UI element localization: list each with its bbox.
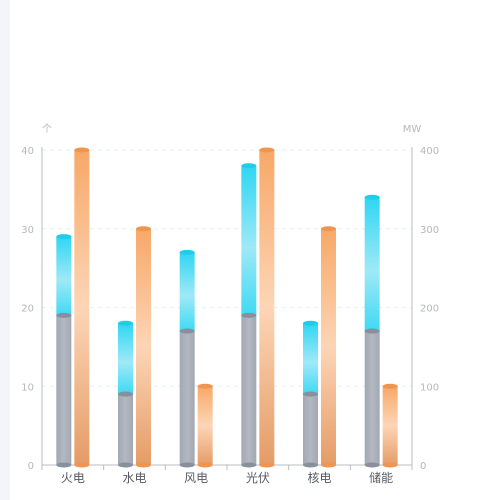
cyan-bar-cap (303, 320, 318, 326)
cyan-bar (364, 197, 380, 332)
left-axis-unit: 个 (42, 123, 52, 135)
category-label: 核电 (307, 471, 331, 485)
cyan-bar (118, 323, 133, 395)
gray-bar-cap (364, 328, 380, 334)
category-label: 火电 (61, 471, 85, 485)
orange-bar-base (197, 462, 213, 468)
category-label: 水电 (122, 471, 146, 485)
orange-bar (74, 150, 90, 465)
cyan-bar (241, 165, 257, 316)
orange-bar-base (382, 462, 398, 468)
orange-bar (382, 386, 398, 465)
gray-bar-base (56, 462, 72, 468)
orange-bar-cap (136, 226, 151, 232)
orange-bar-cap (197, 383, 213, 389)
orange-bar (259, 150, 275, 465)
gray-bar-base (364, 462, 380, 468)
orange-bar-cap (382, 383, 398, 389)
cyan-bar-cap (179, 249, 195, 255)
gray-bar-base (241, 462, 257, 468)
gray-bar-cap (56, 312, 72, 318)
right-tick-label: 300 (420, 225, 439, 236)
category-label: 风电 (184, 471, 208, 485)
orange-bar-cap (74, 147, 90, 153)
gray-bar-base (179, 462, 195, 468)
cyan-bar-cap (364, 194, 380, 200)
category-label: 光伏 (246, 471, 270, 485)
cyan-bar-cap (241, 163, 257, 169)
cyan-bar (303, 323, 318, 395)
gray-bar-cap (118, 391, 133, 397)
gray-bar (303, 394, 318, 465)
gray-bar-base (303, 462, 318, 468)
gray-bar (56, 315, 72, 465)
left-edge-strip (0, 0, 10, 500)
cyan-bar (179, 252, 195, 332)
gray-bar (118, 394, 133, 465)
orange-bar-base (259, 462, 275, 468)
orange-bar (197, 386, 213, 465)
orange-bar-base (74, 462, 90, 468)
gray-bar (241, 315, 257, 465)
right-tick-label: 0 (420, 461, 426, 472)
left-tick-label: 20 (21, 304, 34, 315)
gray-bar-base (118, 462, 133, 468)
orange-bar-base (136, 462, 151, 468)
orange-bar-cap (259, 147, 275, 153)
left-tick-label: 40 (21, 146, 34, 157)
gray-bar (364, 331, 380, 465)
orange-bar (321, 228, 336, 465)
cyan-bar-cap (56, 234, 72, 240)
right-tick-label: 100 (420, 382, 439, 393)
right-tick-label: 400 (420, 146, 439, 157)
gray-bar (179, 331, 195, 465)
orange-bar-base (321, 462, 336, 468)
right-tick-label: 200 (420, 304, 439, 315)
orange-bar (136, 228, 151, 465)
left-tick-label: 10 (21, 382, 34, 393)
left-tick-label: 0 (28, 461, 34, 472)
cyan-bar-cap (118, 320, 133, 326)
left-tick-label: 30 (21, 225, 34, 236)
category-label: 储能 (369, 470, 393, 485)
gray-bar-cap (179, 328, 195, 334)
right-axis-unit: MW (403, 124, 422, 135)
orange-bar-cap (321, 226, 336, 232)
cyan-bar (56, 236, 72, 316)
gray-bar-cap (303, 391, 318, 397)
gray-bar-cap (241, 312, 257, 318)
